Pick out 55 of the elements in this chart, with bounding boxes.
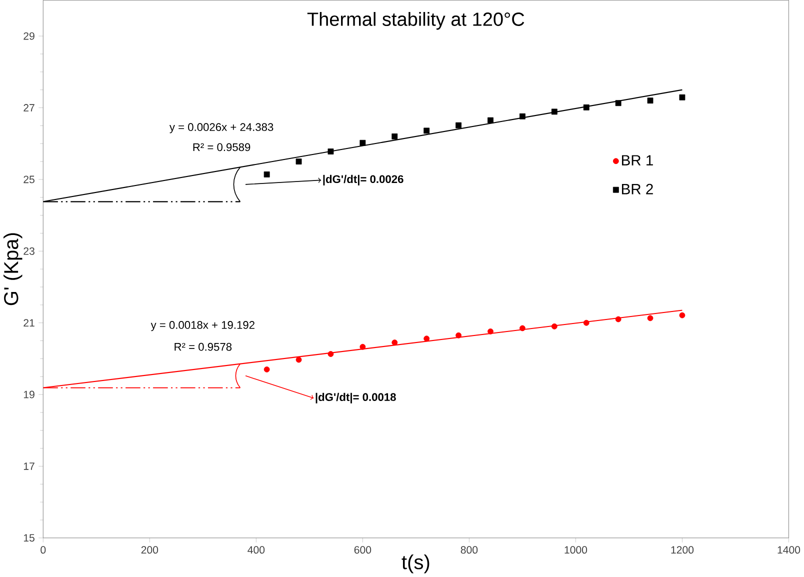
y-axis-title: G' (Kpa) xyxy=(4,233,22,306)
point xyxy=(488,117,494,124)
point xyxy=(519,113,526,120)
x-tick-label: 200 xyxy=(141,546,158,554)
point xyxy=(647,315,654,322)
annotation: R² = 0.9589 xyxy=(193,143,250,152)
annotation: y = 0.0026x + 24.383 xyxy=(169,123,274,134)
x-tick-label: 400 xyxy=(248,546,265,554)
point xyxy=(647,98,654,104)
point xyxy=(679,94,686,100)
legend-label: BR 1 xyxy=(622,155,653,166)
point xyxy=(488,328,494,335)
y-tick-label: 29 xyxy=(24,32,34,40)
text: Thermal stability at 120°C xyxy=(307,12,524,30)
annotation: |dG'/dt|= 0.0018 xyxy=(316,392,396,404)
point xyxy=(360,140,366,146)
x-tick-label: 1400 xyxy=(778,546,800,554)
y-tick-label: 27 xyxy=(24,104,34,112)
point xyxy=(296,356,302,363)
annotation: R² = 0.9578 xyxy=(174,343,232,351)
x-tick-label: 0 xyxy=(40,546,46,554)
x-tick-label: 600 xyxy=(354,546,372,554)
point xyxy=(424,336,430,342)
y-tick-label: 17 xyxy=(24,462,34,470)
point xyxy=(615,316,622,322)
y-tick-label: 19 xyxy=(24,390,34,398)
legend-label: BR 2 xyxy=(622,184,653,194)
point xyxy=(264,172,270,178)
point xyxy=(392,340,398,346)
point xyxy=(360,344,366,350)
x-tick-label: 800 xyxy=(460,546,478,554)
y-tick-label: 21 xyxy=(24,319,34,327)
point xyxy=(519,325,526,332)
point xyxy=(551,108,558,115)
annotation: |dG'/dt|= 0.0026 xyxy=(323,175,404,186)
x-axis-title: t(s) xyxy=(402,554,430,574)
point xyxy=(583,104,590,110)
point xyxy=(456,332,462,338)
point xyxy=(328,148,334,155)
point xyxy=(424,128,430,134)
y-tick-label: 15 xyxy=(24,534,34,542)
annotation: y = 0.0018x + 19.192 xyxy=(150,321,254,332)
y-tick-label: 23 xyxy=(24,248,34,255)
point xyxy=(679,312,686,318)
point xyxy=(392,134,398,140)
point xyxy=(456,122,462,128)
y-tick-label: 25 xyxy=(24,176,34,184)
point xyxy=(296,158,302,165)
x-tick-label: 1000 xyxy=(564,546,588,554)
point xyxy=(551,324,558,330)
x-tick-label: 1200 xyxy=(671,546,694,554)
point xyxy=(264,366,270,373)
point xyxy=(615,100,622,106)
point xyxy=(328,351,334,358)
point xyxy=(583,320,590,326)
